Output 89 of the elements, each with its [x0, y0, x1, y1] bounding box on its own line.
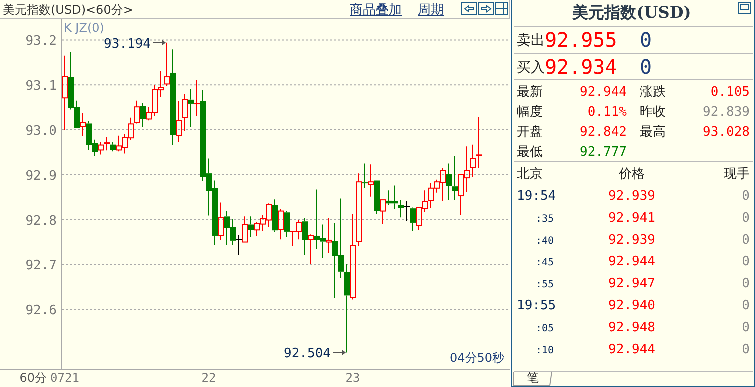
text: 60分	[20, 371, 47, 385]
candlestick	[302, 218, 308, 256]
text: 92.947	[608, 276, 656, 292]
candlestick	[62, 55, 68, 131]
text: 92.944	[608, 342, 656, 358]
text: 价格	[618, 167, 645, 182]
text: 0	[742, 189, 750, 204]
text: 0	[742, 276, 750, 292]
text: :35	[536, 214, 554, 225]
text: 现手	[724, 167, 750, 182]
text: 最高	[640, 124, 666, 140]
text: 92.941	[608, 210, 656, 226]
candlestick	[446, 163, 452, 201]
candlestick	[476, 116, 482, 169]
text: 商品叠加	[350, 3, 402, 18]
text: 92.955	[545, 28, 618, 52]
text: 最新	[517, 85, 543, 100]
x-tick-label: 22	[202, 371, 216, 385]
y-tick-label: 93.0	[26, 124, 57, 140]
text: 19:55	[517, 298, 556, 314]
text: 92.839	[703, 105, 750, 120]
annotation: 93.194	[104, 36, 152, 52]
text: 昨收	[640, 105, 666, 120]
text: 美元指数(USD)	[572, 3, 692, 22]
text: 92.939	[608, 189, 656, 204]
text: 北京	[517, 167, 543, 182]
text: :45	[536, 258, 554, 269]
text: 92.934	[545, 55, 618, 79]
text: 买入	[517, 60, 545, 76]
candlestick	[326, 218, 332, 254]
candlestick	[368, 164, 374, 198]
text: 最低	[517, 145, 543, 160]
candlestick	[188, 88, 194, 128]
candlestick	[404, 200, 410, 222]
text: :05	[536, 323, 554, 334]
text: 0	[742, 254, 750, 270]
text: 幅度	[517, 104, 543, 120]
candlestick	[80, 112, 86, 137]
candlestick	[344, 264, 350, 354]
text: 0.105	[710, 85, 750, 100]
text: 0	[742, 210, 750, 226]
candlestick	[110, 142, 116, 152]
text: 0	[742, 232, 750, 248]
candlestick	[470, 144, 476, 178]
text: 92.777	[580, 145, 627, 160]
candlestick	[194, 80, 200, 118]
annotation: 04分50秒	[450, 351, 505, 365]
candlestick	[140, 102, 146, 128]
y-tick-label: 93.2	[26, 34, 57, 50]
candlestick	[182, 94, 188, 132]
text: 92.948	[608, 320, 656, 336]
annotation: K JZ(0)	[64, 21, 104, 35]
text: 0	[640, 28, 652, 52]
text: 92.940	[608, 298, 656, 314]
text: 0	[742, 298, 750, 314]
text: :55	[536, 280, 554, 291]
text: 93.028	[703, 125, 750, 140]
x-tick-label: 23	[346, 371, 360, 385]
text: 涨跌	[640, 85, 666, 100]
text: 0	[640, 55, 652, 79]
y-tick-label: 92.8	[26, 214, 57, 229]
text: 0	[742, 342, 750, 358]
candlestick	[410, 207, 416, 232]
candlestick	[452, 156, 458, 202]
y-tick-label: 92.6	[26, 304, 57, 319]
annotation: 92.504	[284, 346, 332, 362]
text: 卖出	[517, 33, 545, 49]
candlestick	[272, 199, 278, 232]
candlestick	[248, 216, 254, 238]
text: :10	[536, 345, 554, 356]
text: 0.11%	[588, 105, 628, 120]
text: 周期	[418, 3, 444, 18]
y-tick-label: 92.9	[26, 168, 57, 184]
text: 0	[742, 320, 750, 336]
text: 92.842	[580, 125, 627, 140]
text: 92.939	[608, 232, 656, 248]
text: :40	[536, 236, 554, 247]
candlestick	[362, 163, 368, 189]
text: 笔	[527, 371, 539, 385]
candlestick	[398, 200, 404, 218]
y-tick-label: 92.7	[26, 258, 57, 274]
text: 19:54	[517, 189, 556, 204]
text: 开盘	[517, 125, 543, 140]
text: 92.944	[608, 254, 656, 270]
candlestick	[170, 49, 176, 146]
chart-title: 美元指数(USD)<60分>	[3, 3, 134, 17]
x-tick-label: 0721	[50, 371, 80, 385]
text: 92.944	[580, 85, 628, 100]
y-tick-label: 93.1	[26, 79, 57, 94]
